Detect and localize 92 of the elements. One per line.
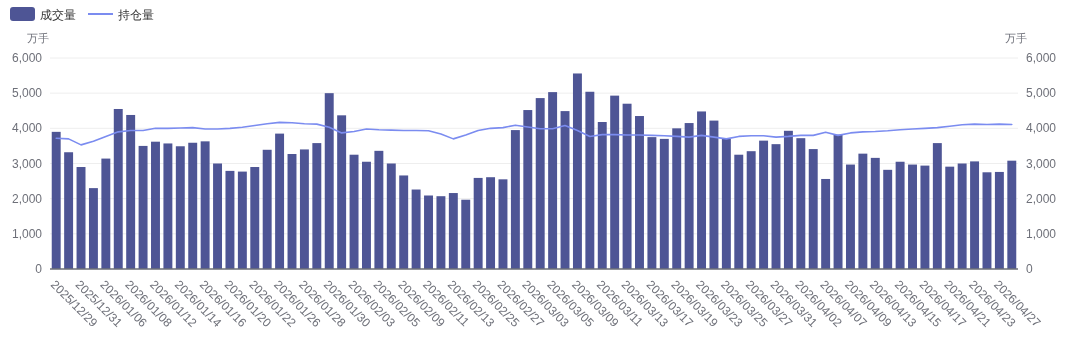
bar xyxy=(994,171,1004,269)
y-axis-title: 万手 xyxy=(27,32,49,44)
bar xyxy=(461,199,471,269)
bar xyxy=(697,111,707,269)
bar xyxy=(647,137,657,269)
bar xyxy=(883,169,893,269)
bar xyxy=(734,154,744,269)
y-tick-label: 2,000 xyxy=(11,191,43,206)
bar xyxy=(299,149,309,269)
bar xyxy=(424,195,433,269)
bar xyxy=(548,92,558,269)
bar xyxy=(535,98,545,269)
y-tick-label: 6,000 xyxy=(11,51,43,65)
bar xyxy=(895,161,905,269)
bar xyxy=(213,163,223,269)
bar xyxy=(635,116,644,269)
bar xyxy=(1007,160,1017,269)
bar xyxy=(932,143,942,269)
bar xyxy=(225,170,235,269)
y2-axis-title: 万手 xyxy=(1005,32,1027,44)
bar xyxy=(572,73,582,269)
bar xyxy=(399,175,409,269)
y-tick-label: 4,000 xyxy=(11,121,43,136)
bar xyxy=(250,167,260,269)
bar xyxy=(126,114,136,269)
bar xyxy=(448,193,458,269)
bar xyxy=(622,103,632,269)
bar xyxy=(436,196,446,269)
bar xyxy=(349,154,359,269)
bar xyxy=(64,152,74,269)
bar xyxy=(858,153,868,269)
bar xyxy=(237,171,247,269)
y-tick-label: 1,000 xyxy=(11,226,43,241)
bar xyxy=(610,95,620,269)
bar xyxy=(957,163,967,269)
bar xyxy=(870,157,880,269)
bar xyxy=(163,143,173,269)
bar xyxy=(945,166,955,269)
legend-label: 持仓量 xyxy=(118,7,154,22)
bar xyxy=(275,133,285,269)
y-tick-label: 0 xyxy=(35,262,43,276)
bar xyxy=(175,146,185,269)
bar xyxy=(324,93,334,269)
legend-成交量: 成交量 xyxy=(10,7,76,22)
bar xyxy=(721,138,731,269)
bar xyxy=(821,178,831,269)
bar xyxy=(597,122,607,269)
y2-tick-label: 4,000 xyxy=(1026,121,1057,136)
bar xyxy=(337,115,347,269)
bar xyxy=(101,158,111,269)
bar xyxy=(746,151,756,269)
y-tick-label: 3,000 xyxy=(11,156,43,171)
bar xyxy=(374,150,384,269)
bar xyxy=(585,91,595,269)
bar xyxy=(138,145,148,269)
y2-tick-label: 5,000 xyxy=(1026,86,1057,101)
bar xyxy=(51,131,61,269)
bar xyxy=(759,140,769,269)
bar xyxy=(386,163,396,269)
bar xyxy=(411,189,421,269)
bar xyxy=(262,149,272,269)
bar xyxy=(833,134,843,269)
bar xyxy=(200,141,210,269)
bar xyxy=(709,120,719,269)
bar xyxy=(970,161,980,269)
bar xyxy=(672,128,682,269)
bar xyxy=(659,138,669,269)
bar xyxy=(783,130,793,269)
y2-tick-label: 3,000 xyxy=(1026,156,1057,171)
y-tick-label: 5,000 xyxy=(11,86,43,101)
bar xyxy=(523,110,533,269)
legend-持仓量: 持仓量 xyxy=(87,7,154,22)
bar xyxy=(796,138,806,269)
bar xyxy=(908,164,917,269)
bar xyxy=(808,149,818,269)
legend-label: 成交量 xyxy=(40,7,76,22)
y2-tick-label: 2,000 xyxy=(1026,191,1057,206)
bar xyxy=(684,123,694,269)
bar xyxy=(920,165,930,269)
y2-tick-label: 6,000 xyxy=(1026,51,1057,65)
bar xyxy=(312,143,322,269)
bar xyxy=(486,177,496,269)
bar xyxy=(845,164,855,269)
bar xyxy=(188,142,198,269)
y2-tick-label: 0 xyxy=(1026,262,1033,276)
bar xyxy=(510,130,520,269)
y2-tick-label: 1,000 xyxy=(1026,226,1057,241)
bar xyxy=(473,177,483,269)
bar xyxy=(88,188,98,269)
bar xyxy=(113,108,123,269)
bar xyxy=(361,161,371,269)
bar xyxy=(151,141,160,269)
